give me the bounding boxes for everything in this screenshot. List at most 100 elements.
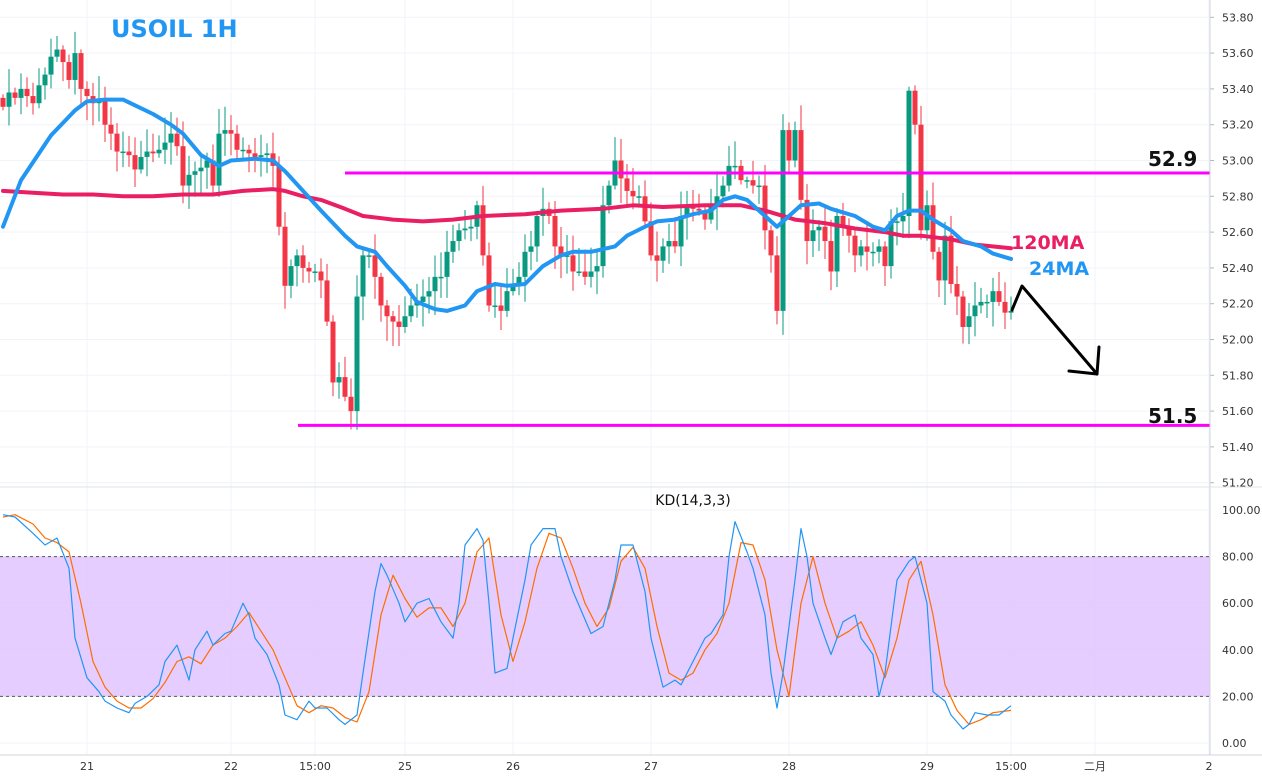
candle-body	[222, 130, 228, 134]
candle-body	[306, 267, 312, 272]
candle-body	[180, 146, 186, 186]
candle-down	[396, 305, 402, 347]
candle-up	[288, 259, 294, 299]
time-tick-label: 22	[224, 760, 238, 773]
candle-up	[192, 161, 198, 197]
kd-d-line	[2, 514, 1012, 725]
price-tick-label: 53.80	[1222, 11, 1254, 24]
candle-up	[978, 287, 984, 314]
candle-up	[894, 207, 900, 246]
chart-title: USOIL 1H	[111, 15, 238, 43]
candle-body	[900, 215, 906, 222]
kd-tick-label: 80.00	[1222, 551, 1254, 564]
kd-band-fill	[0, 556, 1210, 697]
candle-body	[114, 133, 120, 152]
price-tick-label: 52.00	[1222, 334, 1254, 347]
candle-up	[240, 137, 246, 159]
candle-up	[726, 145, 732, 192]
candle-body	[312, 271, 318, 273]
candle-up	[18, 73, 24, 115]
price-tick-label: 51.40	[1222, 441, 1254, 454]
candle-body	[264, 153, 270, 156]
candle-down	[60, 45, 66, 82]
candle-down	[306, 261, 312, 283]
candle-body	[984, 301, 990, 304]
candle-body	[342, 377, 348, 397]
candle-up	[258, 134, 264, 177]
candle-down	[624, 164, 630, 207]
candle-up	[402, 296, 408, 333]
candle-down	[102, 86, 108, 142]
candle-body	[858, 246, 864, 256]
candle-down	[786, 122, 792, 174]
candle-body	[576, 271, 582, 273]
candle-body	[930, 205, 936, 252]
candle-up	[120, 131, 126, 168]
candle-down	[342, 356, 348, 402]
candle-down	[0, 94, 6, 111]
price-tick-label: 51.20	[1222, 477, 1254, 490]
ma24-label: 24MA	[1029, 258, 1089, 280]
candle-body	[246, 149, 252, 154]
kd-tick-label: 0.00	[1222, 737, 1247, 750]
candle-body	[216, 133, 222, 186]
candle-down	[330, 315, 336, 397]
candle-down	[582, 249, 588, 285]
kd-title: KD(14,3,3)	[655, 493, 730, 509]
candle-up	[1008, 296, 1014, 320]
price-tick-label: 52.20	[1222, 298, 1254, 311]
candle-body	[6, 92, 12, 107]
candle-body	[666, 241, 672, 247]
candle-body	[162, 142, 168, 150]
candle-body	[564, 255, 570, 257]
candle-body	[330, 321, 336, 383]
candle-body	[450, 241, 456, 252]
candle-down	[798, 105, 804, 210]
candle-body	[336, 377, 342, 383]
candle-body	[66, 62, 72, 80]
candle-body	[456, 230, 462, 242]
time-tick-label: 25	[398, 760, 412, 773]
candle-body	[42, 74, 48, 86]
candle-down	[276, 156, 282, 236]
candle-up	[504, 268, 510, 317]
candle-down	[996, 272, 1002, 306]
candle-body	[150, 151, 156, 154]
candle-body	[678, 215, 684, 247]
candle-body	[480, 205, 486, 256]
candle-body	[864, 246, 870, 252]
candle-up	[168, 112, 174, 165]
candle-body	[756, 185, 762, 188]
candle-body	[294, 255, 300, 267]
candle-body	[402, 316, 408, 327]
candle-body	[888, 221, 894, 267]
price-tick-label: 53.00	[1222, 155, 1254, 168]
candle-up	[858, 239, 864, 267]
candle-up	[906, 86, 912, 239]
ma120-label: 120MA	[1011, 232, 1085, 254]
candle-up	[354, 275, 360, 430]
candle-body	[258, 155, 264, 157]
candle-down	[498, 286, 504, 331]
candle-body	[966, 316, 972, 327]
candle-down	[282, 212, 288, 309]
candle-body	[528, 246, 534, 252]
candle-up	[678, 191, 684, 267]
candle-body	[906, 90, 912, 216]
candle-up	[792, 121, 798, 168]
candle-body	[912, 90, 918, 125]
candle-down	[828, 219, 834, 291]
candle-body	[0, 97, 6, 107]
candle-body	[744, 180, 750, 182]
candle-up	[534, 210, 540, 262]
candle-body	[174, 133, 180, 147]
candle-down	[654, 231, 660, 282]
candle-body	[240, 149, 246, 152]
time-tick-label: 二月	[1084, 760, 1106, 773]
candle-body	[18, 88, 24, 98]
candle-body	[936, 251, 942, 281]
candle-body	[396, 321, 402, 327]
candle-body	[72, 53, 78, 80]
candle-body	[78, 53, 84, 89]
